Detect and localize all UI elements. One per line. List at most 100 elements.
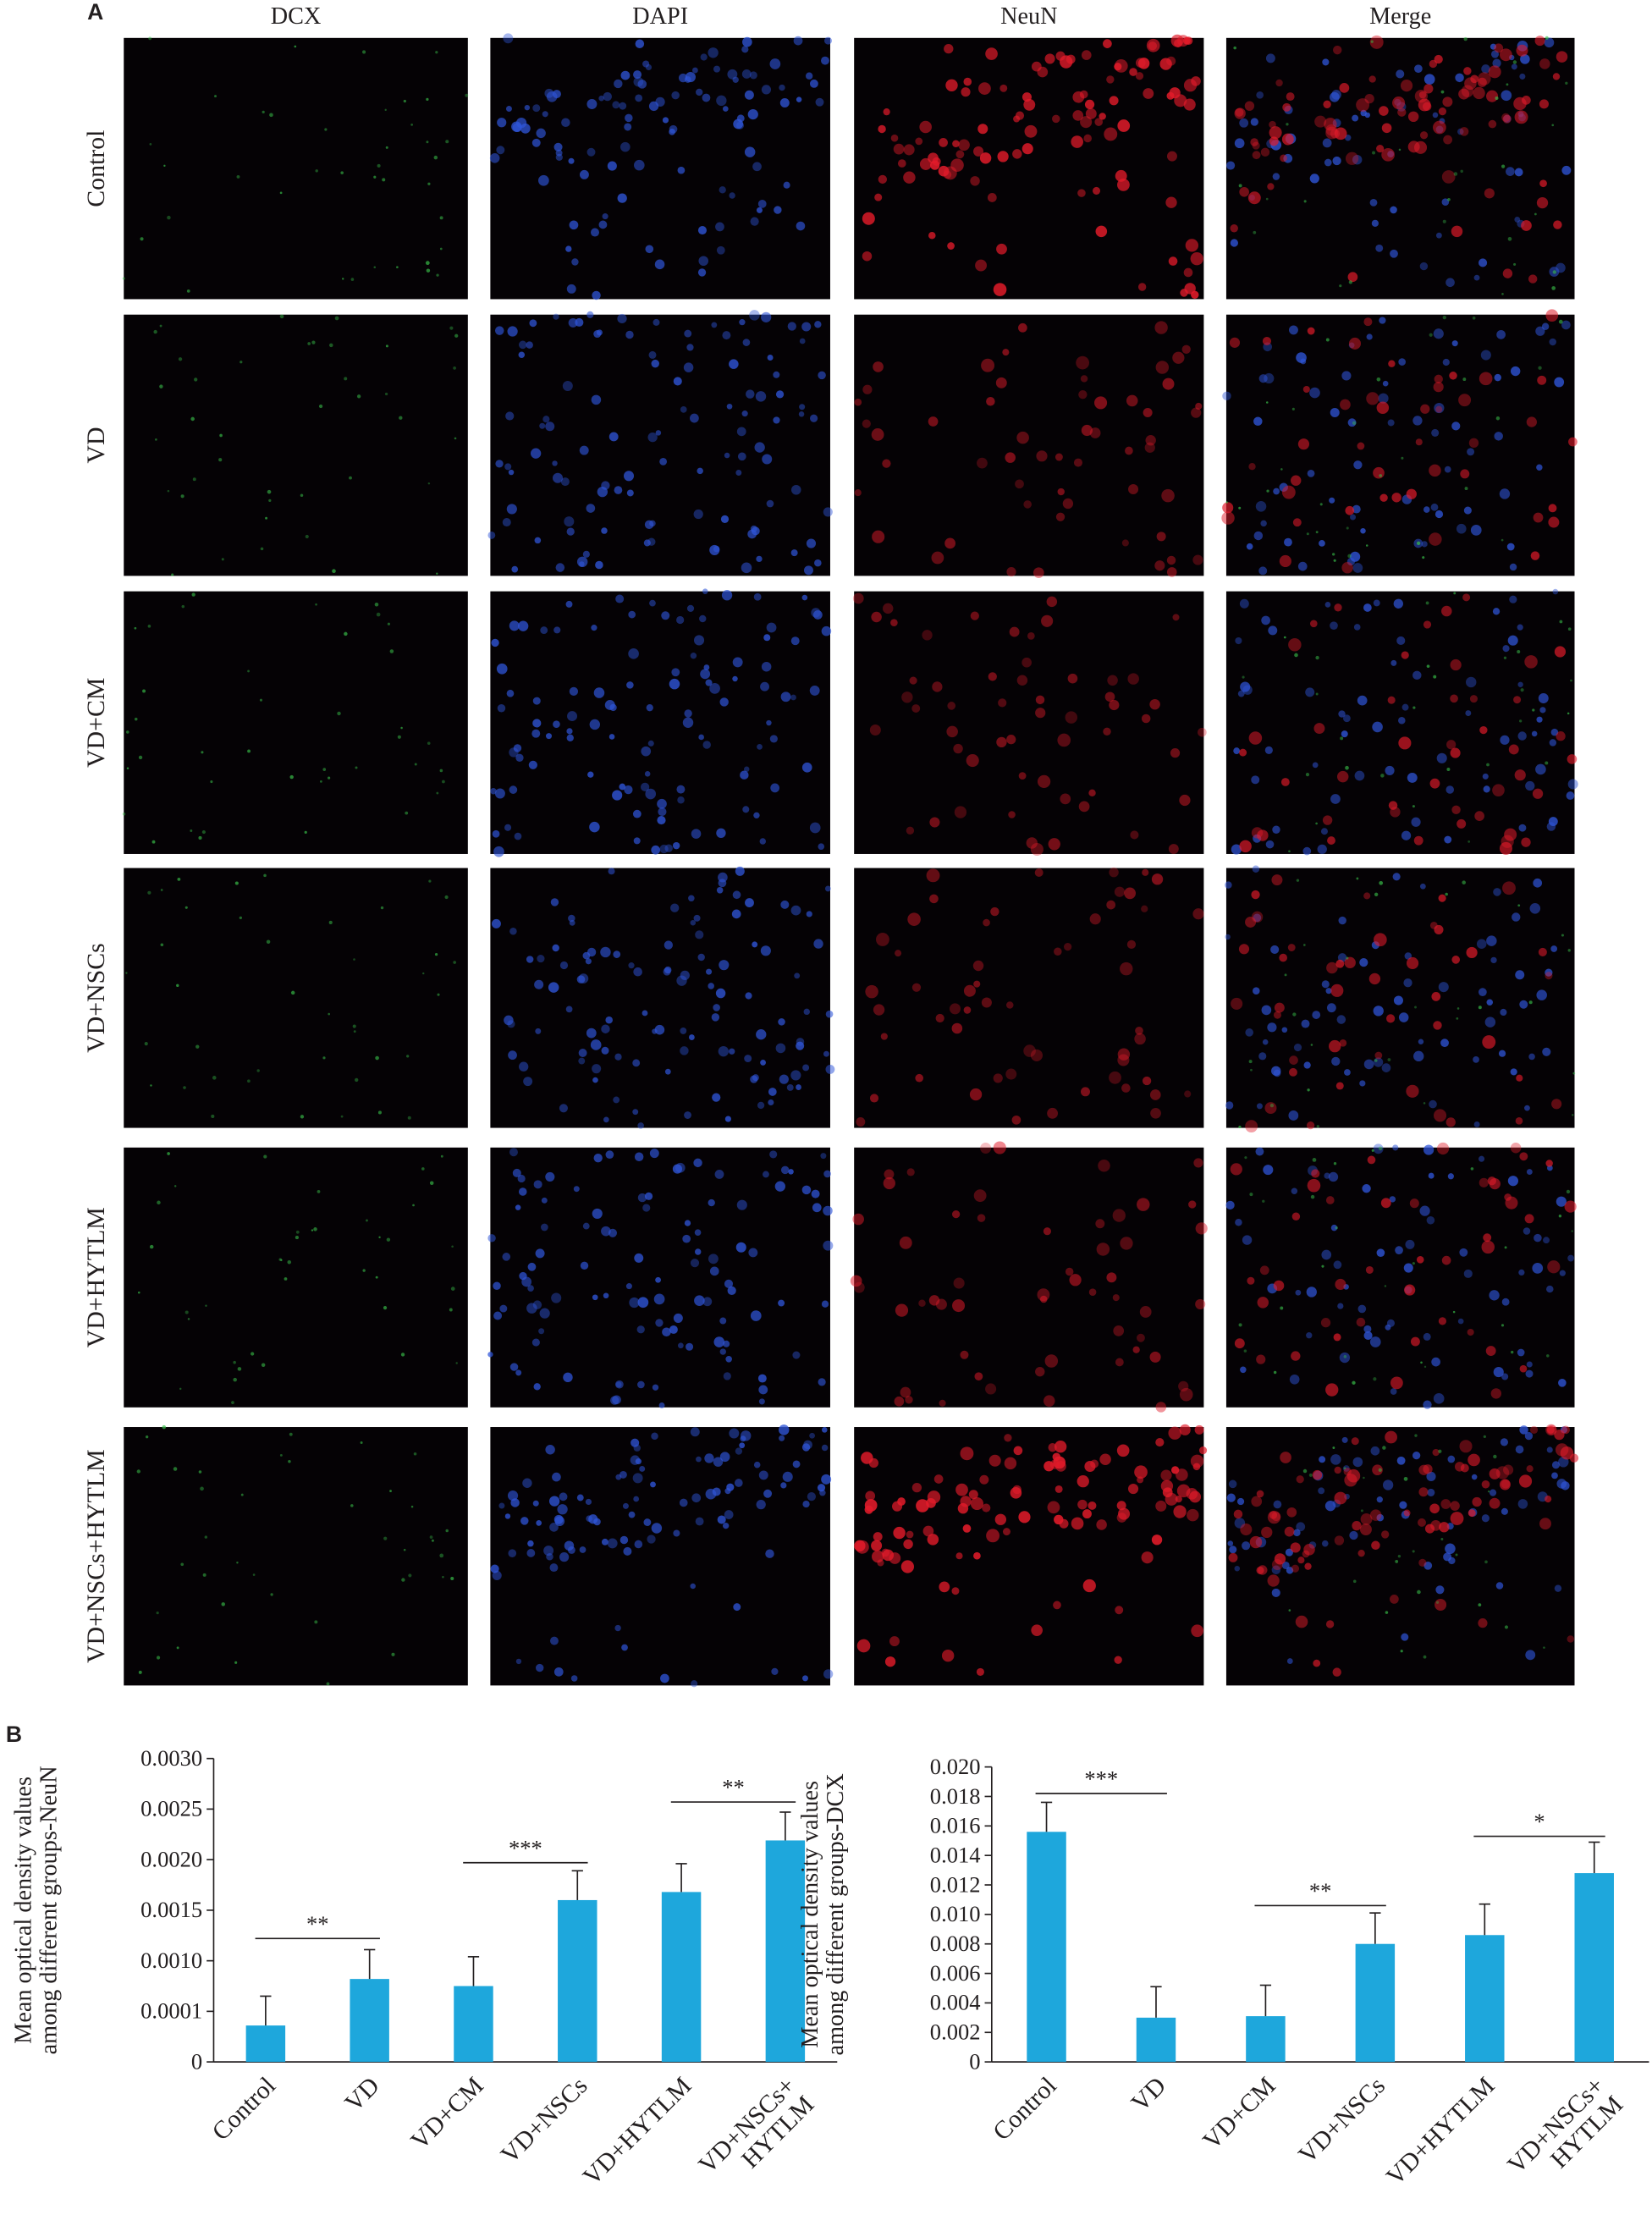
cell [1274, 1002, 1285, 1013]
cell [1034, 868, 1044, 877]
cell [1145, 435, 1156, 446]
cell [427, 741, 431, 745]
cell [1346, 956, 1349, 960]
cell [1454, 1462, 1465, 1472]
cell [1323, 100, 1331, 108]
cell [328, 920, 333, 924]
cell [719, 960, 730, 971]
cell [1112, 1294, 1120, 1302]
cell [520, 1517, 529, 1525]
cell [1222, 502, 1234, 514]
cell [669, 1325, 678, 1334]
cell [304, 830, 307, 834]
cell [465, 93, 469, 97]
cell [360, 1441, 363, 1444]
cell [1329, 497, 1335, 504]
cell [507, 1020, 515, 1028]
cell [1192, 908, 1204, 920]
cell [427, 182, 431, 185]
cell [137, 1291, 140, 1294]
cell [1453, 592, 1457, 595]
cell [1018, 1511, 1031, 1524]
cell [1288, 638, 1302, 652]
cell [895, 950, 902, 957]
cell [1062, 498, 1074, 510]
cell [1266, 401, 1269, 404]
cell [744, 90, 754, 100]
cell [1444, 835, 1452, 844]
cell [1407, 141, 1420, 153]
cell [628, 648, 639, 659]
cell [543, 1546, 554, 1557]
cell [970, 1496, 984, 1511]
cell [868, 1457, 879, 1468]
cell [1280, 1452, 1291, 1463]
cell [669, 903, 680, 912]
cell [569, 686, 579, 697]
cell [1191, 407, 1202, 418]
cell [1262, 1039, 1269, 1045]
cell [1450, 658, 1462, 671]
cell [1518, 1474, 1533, 1488]
cell [1016, 675, 1028, 686]
cell [1269, 1511, 1278, 1519]
cell [426, 141, 429, 144]
cell [1363, 603, 1372, 612]
cell [546, 1552, 553, 1561]
cell [436, 572, 438, 575]
cell [1548, 516, 1560, 528]
micrograph [124, 1424, 468, 1686]
cell [926, 868, 940, 883]
cell [1406, 1084, 1419, 1098]
cell [1387, 419, 1395, 427]
cell [1179, 794, 1191, 807]
cell [322, 1056, 326, 1060]
cell [742, 36, 752, 47]
cell [985, 47, 998, 60]
cell [1328, 1171, 1339, 1182]
cell [1230, 223, 1238, 233]
cell [1372, 1464, 1383, 1476]
cell [1552, 588, 1559, 595]
cell [1379, 106, 1389, 116]
cell [901, 691, 913, 703]
cell [1517, 904, 1521, 907]
cell [651, 1523, 663, 1534]
cell [1291, 1187, 1298, 1195]
column-header: Merge [1369, 3, 1431, 30]
cell [711, 1013, 720, 1022]
cell [391, 1652, 395, 1656]
row-label: VD+HYTLM [82, 1207, 110, 1347]
cell [998, 698, 1007, 708]
cell [1552, 270, 1556, 274]
cell [1238, 1125, 1242, 1129]
cell [1306, 1287, 1317, 1298]
cell [1369, 1336, 1381, 1347]
cell [1340, 736, 1344, 741]
cell [963, 77, 972, 86]
cell [1352, 154, 1363, 165]
cell [1423, 1655, 1427, 1659]
cell [1348, 280, 1353, 284]
cell [821, 1427, 828, 1433]
cell [953, 743, 963, 754]
cell [758, 1470, 768, 1480]
micrograph-background [124, 868, 468, 1128]
cell [1447, 1455, 1456, 1463]
cell [1501, 293, 1504, 295]
cell [401, 1578, 405, 1582]
cell [1286, 92, 1295, 102]
cell [1266, 489, 1269, 493]
cell [1385, 1430, 1397, 1444]
cell [1470, 1167, 1474, 1171]
cell [1473, 274, 1480, 281]
cell [279, 314, 284, 319]
cell [1438, 107, 1447, 116]
cell [1554, 646, 1567, 658]
cell [295, 1230, 300, 1234]
micrograph [1221, 309, 1578, 576]
cell [400, 1353, 405, 1357]
cell [1403, 1476, 1408, 1481]
cell [1392, 873, 1401, 881]
